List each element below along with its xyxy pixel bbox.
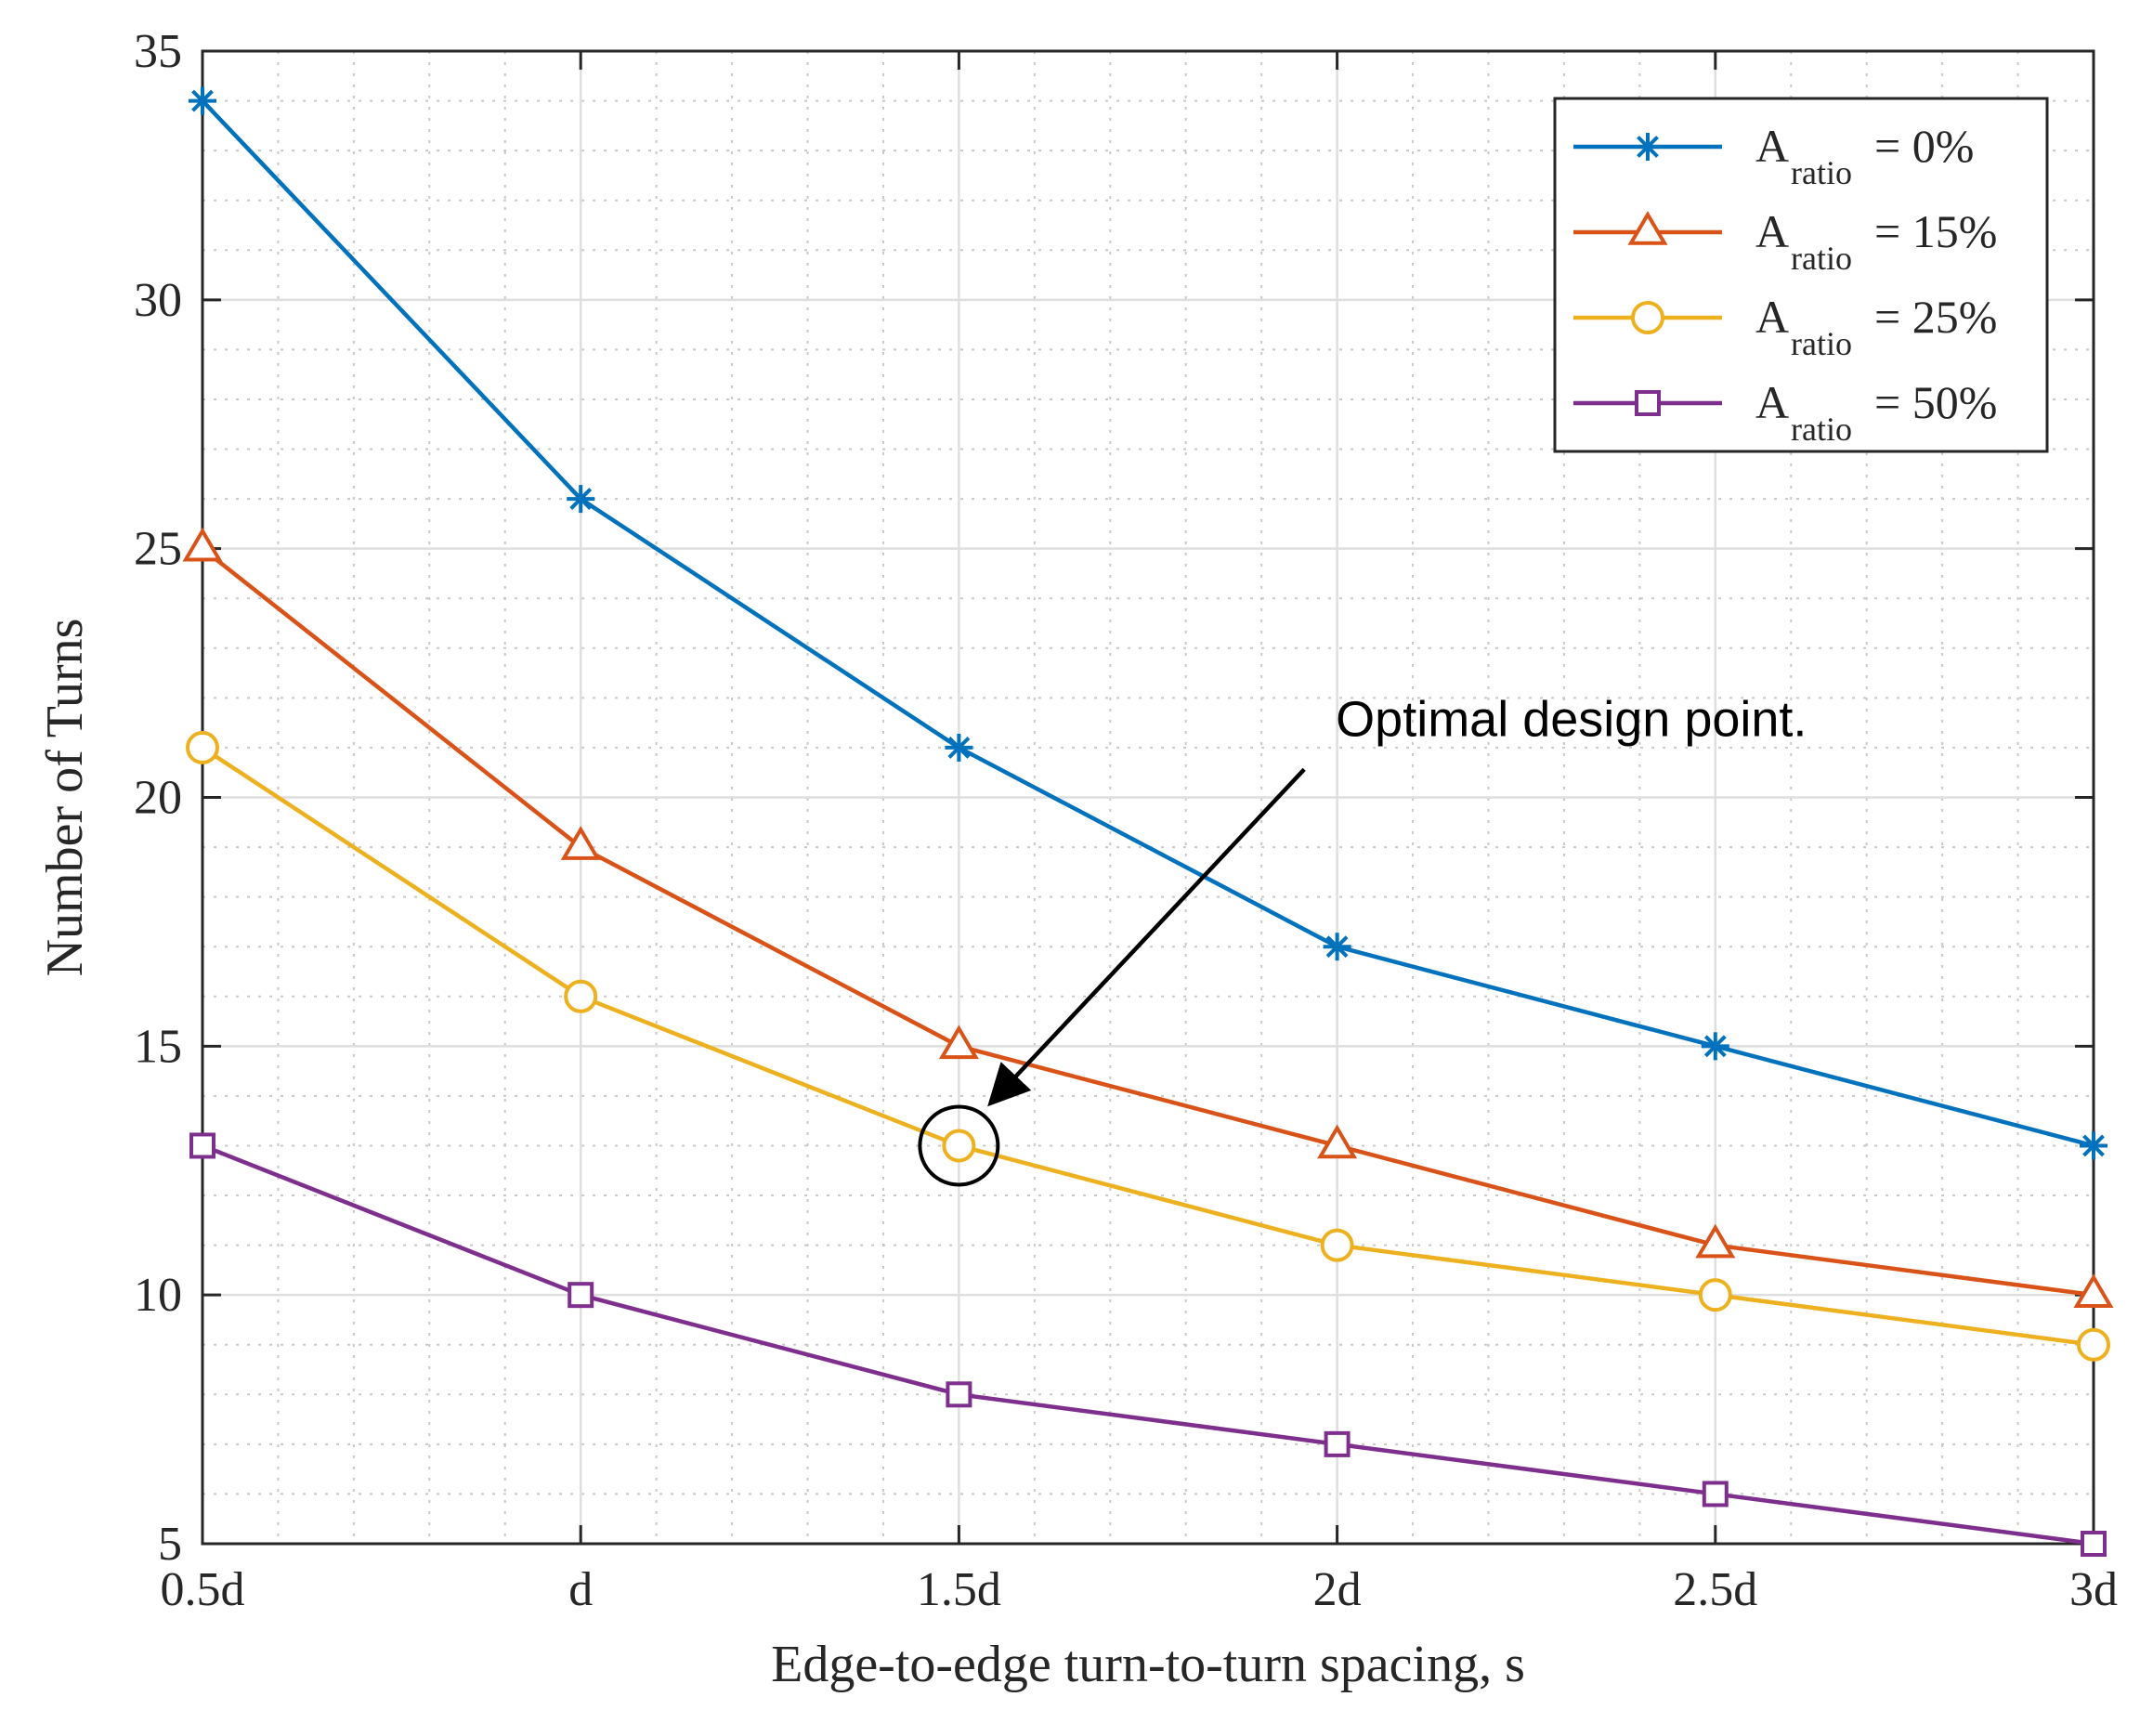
series-line bbox=[202, 1143, 2094, 1547]
legend-label: A bbox=[1755, 120, 1789, 172]
data-point bbox=[1317, 1124, 1358, 1159]
legend-label-subscript: ratio bbox=[1791, 325, 1852, 362]
data-point bbox=[2077, 1327, 2110, 1362]
annotation: Optimal design point. bbox=[918, 691, 1807, 1187]
annotation-text: Optimal design point. bbox=[1336, 691, 1807, 747]
x-tick-label: 1.5d bbox=[917, 1563, 1001, 1616]
x-tick-label: 2d bbox=[1313, 1563, 1362, 1616]
legend-label-subscript: ratio bbox=[1791, 240, 1852, 277]
data-point bbox=[567, 485, 595, 514]
data-point bbox=[568, 1282, 594, 1309]
series-line bbox=[201, 546, 2094, 1298]
legend-label-suffix: = 15% bbox=[1874, 205, 1997, 257]
legend-marker bbox=[1627, 211, 1668, 245]
data-point bbox=[189, 86, 216, 115]
axis-ticks: 5 10 15 20 25 30 35 0.5d d 1.5d 2d 2.5d 3d bbox=[134, 25, 2118, 1616]
x-tick-label: 3d bbox=[2069, 1563, 2118, 1616]
series-1 bbox=[182, 527, 2114, 1308]
x-tick-label: 2.5d bbox=[1673, 1563, 1757, 1616]
data-point bbox=[2080, 1131, 2107, 1160]
series-0 bbox=[189, 86, 2107, 1160]
y-tick-label: 35 bbox=[134, 25, 182, 78]
data-point bbox=[942, 1129, 976, 1163]
y-tick-label: 5 bbox=[158, 1518, 182, 1571]
series-3 bbox=[189, 1132, 2107, 1557]
data-point bbox=[938, 1025, 979, 1060]
data-point bbox=[2073, 1273, 2114, 1308]
x-tick-label: d bbox=[568, 1563, 593, 1616]
data-point bbox=[186, 730, 219, 764]
x-axis-label: Edge-to-edge turn-to-turn spacing, s bbox=[771, 1636, 1525, 1693]
data-point bbox=[1323, 933, 1351, 961]
data-point bbox=[1702, 1481, 1729, 1508]
legend-label-suffix: = 25% bbox=[1874, 291, 1997, 343]
data-point bbox=[945, 733, 973, 762]
data-point bbox=[1695, 1223, 1736, 1259]
y-tick-label: 20 bbox=[134, 772, 182, 825]
data-point bbox=[564, 979, 598, 1013]
data-series bbox=[182, 86, 2114, 1557]
y-axis-label: Number of Turns bbox=[36, 619, 94, 977]
data-point bbox=[1324, 1430, 1351, 1457]
legend-label-suffix: = 0% bbox=[1874, 120, 1974, 172]
series-2 bbox=[186, 730, 2110, 1362]
legend-label: A bbox=[1755, 291, 1789, 343]
data-point bbox=[1320, 1228, 1354, 1262]
legend-label-subscript: ratio bbox=[1791, 411, 1852, 448]
legend-label: A bbox=[1755, 205, 1789, 257]
data-point bbox=[560, 826, 601, 860]
data-point bbox=[2081, 1531, 2107, 1557]
series-line bbox=[201, 746, 2094, 1347]
legend-label-suffix: = 50% bbox=[1874, 376, 1997, 428]
legend-marker bbox=[1631, 301, 1664, 334]
y-tick-label: 15 bbox=[134, 1020, 182, 1073]
legend-label-subscript: ratio bbox=[1791, 154, 1852, 191]
y-tick-label: 25 bbox=[134, 523, 182, 576]
legend-label: A bbox=[1755, 376, 1789, 428]
data-point bbox=[189, 1132, 215, 1159]
data-point bbox=[182, 527, 223, 562]
data-point bbox=[1701, 1032, 1729, 1061]
legend-marker bbox=[1634, 133, 1662, 161]
series-line bbox=[201, 99, 2094, 1148]
x-tick-label: 0.5d bbox=[161, 1563, 245, 1616]
data-point bbox=[1698, 1278, 1732, 1312]
data-point bbox=[946, 1381, 972, 1408]
y-tick-label: 10 bbox=[134, 1269, 182, 1322]
highlight-circle bbox=[918, 1104, 1000, 1187]
y-tick-label: 30 bbox=[134, 274, 182, 327]
legend-marker bbox=[1635, 390, 1661, 416]
annotation-arrow bbox=[987, 767, 1306, 1107]
